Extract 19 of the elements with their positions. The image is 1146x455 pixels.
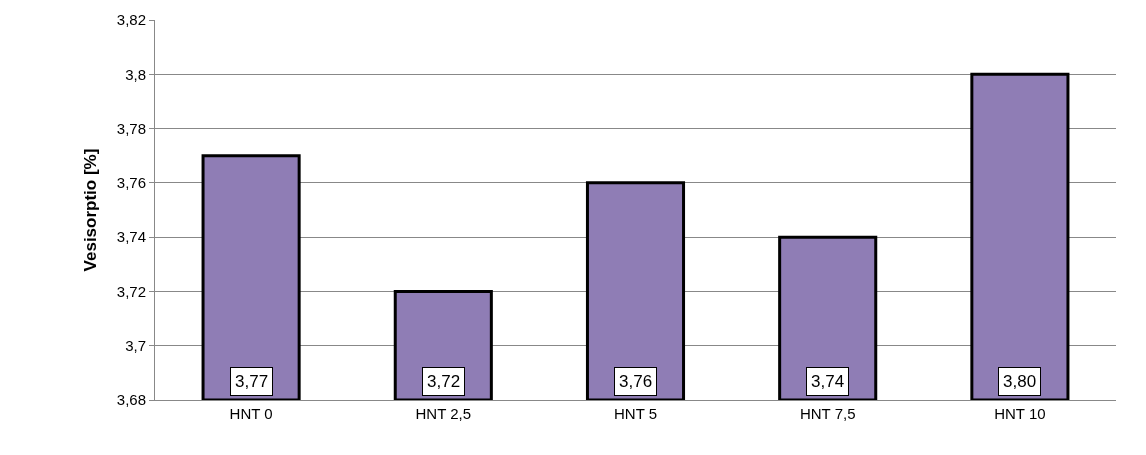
data-label: 3,72 xyxy=(427,372,461,391)
data-label: 3,74 xyxy=(811,372,845,391)
y-tick-label: 3,78 xyxy=(116,119,146,137)
x-tick-label: HNT 5 xyxy=(613,405,658,422)
y-tick-label: 3,74 xyxy=(116,228,146,246)
data-label: 3,76 xyxy=(619,372,653,391)
data-label: 3,77 xyxy=(235,372,269,391)
y-tick-label: 3,76 xyxy=(116,174,146,192)
x-tick-label: HNT 7,5 xyxy=(799,405,856,422)
y-tick-label: 3,8 xyxy=(125,65,146,83)
x-tick-label: HNT 10 xyxy=(994,405,1046,422)
data-label: 3,80 xyxy=(1003,372,1037,391)
y-axis-title: Vesisorptio [%] xyxy=(81,148,101,272)
y-tick-label: 3,7 xyxy=(125,336,146,354)
y-tick-label: 3,72 xyxy=(116,282,146,300)
x-tick-label: HNT 0 xyxy=(229,405,273,422)
y-tick-label: 3,82 xyxy=(116,11,146,29)
x-tick-label: HNT 2,5 xyxy=(415,405,472,422)
y-tick-label: 3,68 xyxy=(116,391,146,409)
